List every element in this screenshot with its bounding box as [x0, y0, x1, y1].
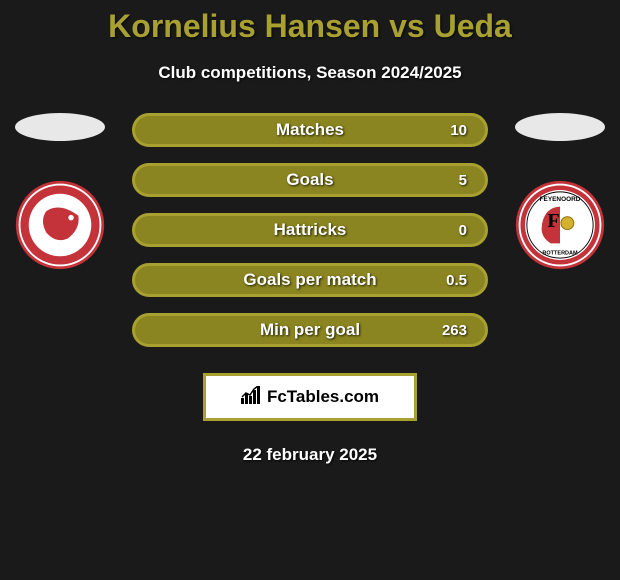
- brand-label: FcTables.com: [267, 387, 379, 407]
- subtitle: Club competitions, Season 2024/2025: [0, 63, 620, 83]
- left-team-column: [0, 113, 120, 271]
- stat-label: Min per goal: [260, 320, 360, 340]
- right-team-column: FEYENOORD ROTTERDAM F: [500, 113, 620, 271]
- stat-value: 263: [442, 322, 467, 339]
- right-team-crest: FEYENOORD ROTTERDAM F: [514, 179, 606, 271]
- stat-row-hattricks: Hattricks 0: [132, 213, 488, 247]
- stat-value: 0.5: [446, 272, 467, 289]
- stat-label: Goals: [286, 170, 333, 190]
- left-team-crest: [14, 179, 106, 271]
- stat-row-matches: Matches 10: [132, 113, 488, 147]
- stat-value: 5: [459, 172, 467, 189]
- stat-label: Matches: [276, 120, 344, 140]
- comparison-row: Matches 10 Goals 5 Hattricks 0 Goals per…: [0, 113, 620, 347]
- right-highlight-oval: [515, 113, 605, 141]
- stat-value: 0: [459, 222, 467, 239]
- page-title: Kornelius Hansen vs Ueda: [0, 0, 620, 45]
- stat-label: Hattricks: [274, 220, 347, 240]
- chart-bars-icon: [241, 386, 263, 409]
- left-highlight-oval: [15, 113, 105, 141]
- svg-text:FEYENOORD: FEYENOORD: [540, 196, 581, 203]
- stat-row-min-per-goal: Min per goal 263: [132, 313, 488, 347]
- date-line: 22 february 2025: [0, 445, 620, 465]
- stat-value: 10: [450, 122, 467, 139]
- stat-label: Goals per match: [243, 270, 376, 290]
- stat-row-goals: Goals 5: [132, 163, 488, 197]
- svg-text:F: F: [547, 210, 559, 232]
- svg-text:ROTTERDAM: ROTTERDAM: [542, 250, 578, 256]
- brand-box[interactable]: FcTables.com: [203, 373, 417, 421]
- stats-column: Matches 10 Goals 5 Hattricks 0 Goals per…: [120, 113, 500, 347]
- stat-row-goals-per-match: Goals per match 0.5: [132, 263, 488, 297]
